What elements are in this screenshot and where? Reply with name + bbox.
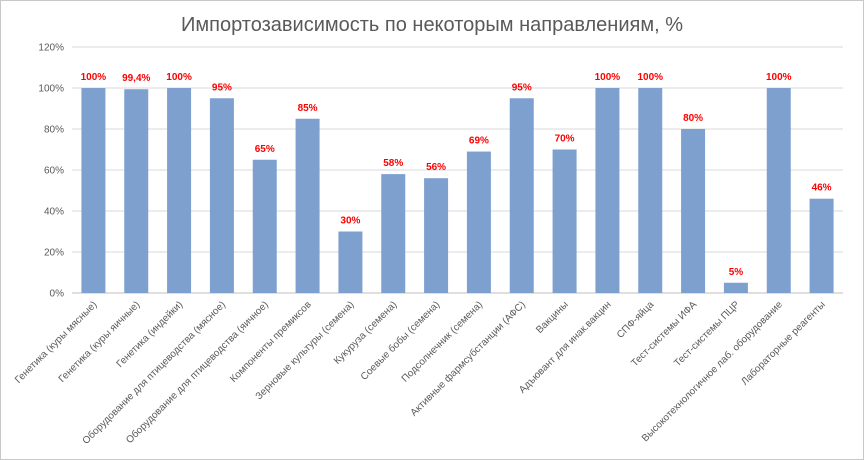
y-tick-label: 120% bbox=[38, 43, 64, 54]
data-label: 100% bbox=[166, 72, 192, 83]
x-tick-label: Адъювант для инак.вакцин bbox=[517, 299, 613, 395]
bar bbox=[295, 118, 320, 293]
bar bbox=[252, 159, 277, 293]
data-label: 95% bbox=[512, 82, 532, 93]
y-tick-label: 80% bbox=[44, 125, 64, 136]
y-tick-label: 20% bbox=[44, 248, 64, 259]
data-label: 85% bbox=[298, 103, 318, 114]
bar bbox=[766, 88, 791, 293]
y-tick-label: 60% bbox=[44, 166, 64, 177]
data-label: 70% bbox=[555, 134, 575, 145]
x-tick-label: Подсолнечник (семена) bbox=[400, 299, 485, 384]
bar bbox=[124, 89, 149, 293]
data-label: 69% bbox=[469, 136, 489, 147]
data-label: 30% bbox=[340, 216, 360, 227]
data-label: 99,4% bbox=[122, 73, 150, 84]
data-label: 95% bbox=[212, 82, 232, 93]
data-labels: 100% 99,4% 100% 95% 65% 85% 30% 58% 56% 69% 95% 70%… bbox=[81, 72, 832, 278]
data-label: 56% bbox=[426, 162, 446, 173]
y-tick-label: 100% bbox=[38, 84, 64, 95]
x-tick-label: Компоненты премиксов bbox=[228, 299, 313, 384]
bar bbox=[81, 88, 106, 293]
x-tick-label: Оборудование для птицеводства (яичное) bbox=[123, 299, 270, 446]
bar bbox=[209, 98, 234, 293]
chart-title: Импортозависимость по некоторым направле… bbox=[181, 14, 683, 36]
x-tick-label: Оборудование для птицеводства (мясное) bbox=[80, 299, 228, 447]
y-tick-label: 0% bbox=[50, 289, 65, 300]
bar bbox=[595, 88, 620, 293]
data-label: 46% bbox=[812, 183, 832, 194]
bar bbox=[167, 88, 192, 293]
data-label: 80% bbox=[683, 113, 703, 124]
bar bbox=[681, 129, 706, 293]
bars bbox=[81, 88, 834, 293]
bar bbox=[509, 98, 534, 293]
data-label: 58% bbox=[383, 158, 403, 169]
bar bbox=[338, 231, 363, 293]
x-tick-label: Вакцины bbox=[534, 299, 571, 336]
bar bbox=[638, 88, 663, 293]
data-label: 100% bbox=[766, 72, 792, 83]
bar bbox=[809, 198, 834, 293]
x-tick-label: Соевые бобы (семена) bbox=[358, 299, 442, 383]
y-tick-label: 40% bbox=[44, 207, 64, 218]
gridlines bbox=[72, 46, 843, 294]
x-tick-label: Генетика (куры яичные) bbox=[57, 299, 143, 385]
data-label: 100% bbox=[595, 72, 621, 83]
bar bbox=[552, 149, 577, 293]
bar bbox=[466, 151, 491, 293]
bar bbox=[424, 178, 449, 293]
data-label: 65% bbox=[255, 144, 275, 155]
bar bbox=[723, 282, 748, 293]
bar bbox=[381, 174, 406, 293]
y-axis-labels: 0% 20% 40% 60% 80% 100% 120% bbox=[38, 43, 64, 300]
x-tick-label: Генетика (куры мясные) bbox=[13, 299, 99, 385]
x-axis-labels: Генетика (куры мясные)Генетика (куры яич… bbox=[13, 298, 828, 446]
data-label: 100% bbox=[81, 72, 107, 83]
data-label: 5% bbox=[729, 267, 744, 278]
x-tick-label: Лабораторные реагенты bbox=[739, 299, 828, 388]
data-label: 100% bbox=[637, 72, 663, 83]
x-tick-label: СПФ-яйца bbox=[615, 299, 657, 341]
